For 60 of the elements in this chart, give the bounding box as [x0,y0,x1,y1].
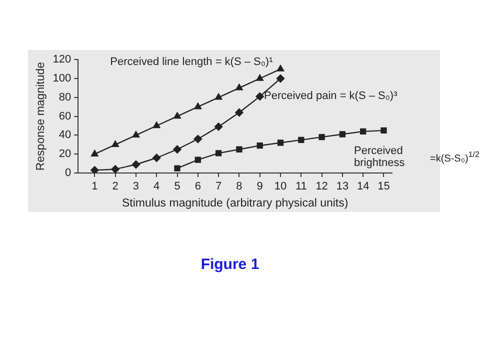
point [277,140,284,146]
point [152,154,161,162]
point [111,165,120,173]
x-tick-label: 5 [174,180,180,193]
y-tick-label: 20 [58,148,72,160]
x-axis-title: Stimulus magnitude (arbitrary physical units) [122,197,348,210]
text: =k(S-S₀)$^{1/2}$ [430,150,480,165]
caption: Figure 1 [200,256,260,274]
point [256,74,264,81]
point [174,112,181,119]
x-tick-label: 12 [316,180,328,193]
point [318,134,325,140]
point [152,122,160,128]
x-tick-label: 13 [336,180,349,193]
point [360,128,366,134]
y-tick-label: 100 [52,72,72,85]
y-tick-label: 80 [58,91,72,104]
point [91,150,98,156]
point [132,160,140,169]
point [112,140,119,147]
y-tick-label: 0 [65,167,72,180]
point [194,156,201,163]
y-tick-label: 120 [52,54,72,66]
annotation: Perceived pain = k(S – S₀)³ [264,90,398,102]
y-tick-label: 40 [58,129,72,142]
point [256,92,264,101]
point [173,145,182,154]
x-tick-label: 1 [92,180,98,193]
annotation: Perceived line length = k(S – S₀)¹ [110,56,273,68]
x-tick-label: 3 [132,180,140,193]
point [339,131,346,138]
point [380,127,387,134]
x-tick-label: 2 [112,180,118,193]
x-tick-label: 9 [256,180,263,193]
x-tick-label: 4 [154,180,160,193]
y-axis-title: Response magnitude [35,62,48,171]
x-tick-label: 14 [356,180,370,193]
point [235,108,244,117]
point [276,64,284,72]
point [174,165,180,172]
point [276,74,285,83]
x-tick-label: 11 [295,180,307,193]
point [214,122,223,131]
x-tick-label: 7 [215,180,222,193]
x-tick-label: 10 [274,180,287,193]
annotation: Perceived brightness [354,144,406,170]
point [215,150,222,156]
x-tick-label: 6 [194,180,201,193]
point [214,93,222,100]
point [194,102,202,110]
y-tick-label: 60 [58,110,72,122]
x-tick-label: 15 [378,180,390,193]
point [236,146,242,152]
point [132,131,140,138]
point [256,142,263,149]
point [90,166,99,173]
point [236,84,243,90]
point [298,136,304,143]
point [194,134,202,144]
x-tick-label: 8 [236,180,242,193]
